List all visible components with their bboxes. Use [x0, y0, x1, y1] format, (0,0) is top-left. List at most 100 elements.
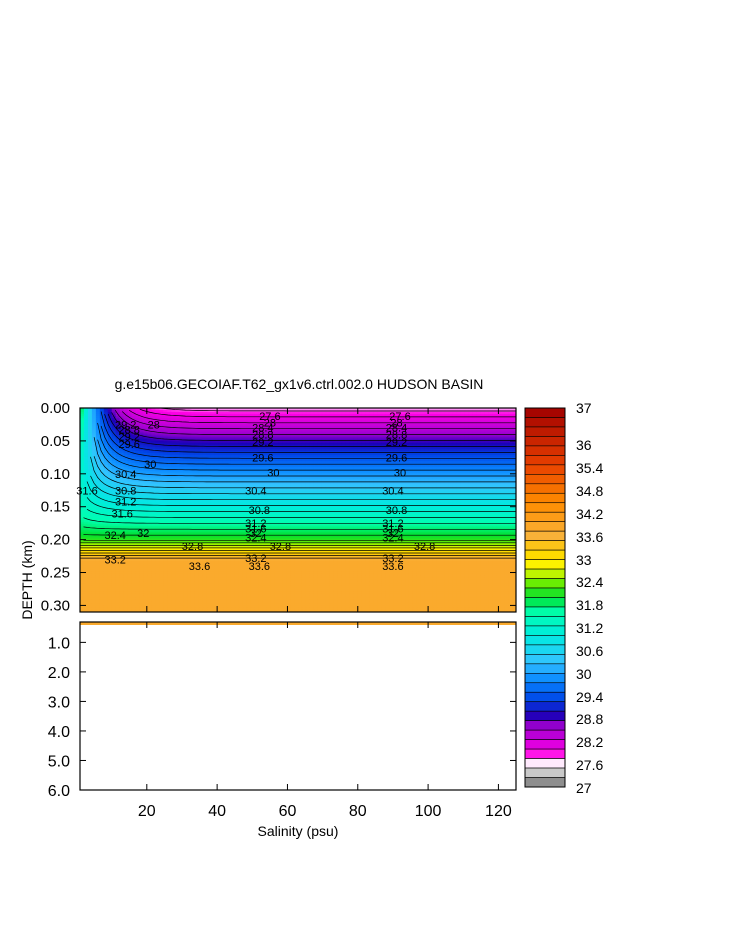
salinity-cell	[357, 459, 363, 462]
salinity-cell	[83, 463, 89, 466]
salinity-cell	[464, 454, 470, 458]
salinity-cell	[194, 454, 200, 458]
salinity-cell	[361, 481, 366, 485]
salinity-cell	[135, 473, 141, 476]
salinity-cell	[266, 410, 271, 413]
salinity-cell	[337, 408, 343, 411]
salinity-cell	[349, 461, 355, 464]
salinity-cell	[171, 416, 176, 419]
salinity-cell	[159, 414, 164, 417]
salinity-cell	[341, 471, 347, 474]
salinity-cell	[377, 469, 382, 472]
salinity-cell	[349, 459, 355, 462]
salinity-cell	[103, 497, 109, 501]
salinity-cell	[119, 436, 125, 440]
salinity-cell	[464, 446, 470, 450]
salinity-cell	[420, 426, 426, 429]
salinity-cell	[373, 493, 378, 497]
salinity-cell	[274, 430, 279, 434]
salinity-cell	[298, 477, 303, 480]
salinity-cell	[317, 461, 323, 464]
salinity-cell	[480, 442, 485, 446]
salinity-cell	[234, 483, 240, 487]
salinity-cell	[262, 485, 267, 489]
salinity-cell	[432, 473, 438, 476]
salinity-cell	[480, 426, 485, 429]
salinity-cell	[274, 444, 279, 448]
salinity-cell	[361, 432, 366, 436]
salinity-cell	[222, 432, 228, 436]
salinity-cell	[139, 493, 145, 497]
salinity-cell	[298, 485, 303, 489]
salinity-cell	[147, 495, 152, 499]
salinity-cell	[484, 491, 489, 495]
salinity-cell	[202, 434, 208, 438]
salinity-cell	[99, 479, 105, 483]
salinity-cell	[119, 493, 125, 497]
salinity-cell	[345, 489, 351, 493]
salinity-cell	[87, 493, 93, 497]
salinity-cell	[317, 495, 323, 499]
salinity-cell	[238, 436, 244, 440]
salinity-cell	[266, 459, 271, 462]
salinity-cell	[369, 475, 374, 478]
salinity-cell	[464, 430, 470, 434]
salinity-cell	[436, 448, 442, 452]
salinity-cell	[99, 485, 105, 489]
salinity-cell	[175, 436, 180, 440]
salinity-cell	[377, 479, 382, 483]
salinity-cell	[484, 448, 489, 452]
salinity-cell	[198, 461, 204, 464]
salinity-cell	[512, 420, 516, 423]
salinity-cell	[198, 471, 204, 474]
salinity-cell	[226, 422, 232, 425]
salinity-cell	[321, 465, 327, 468]
salinity-cell	[218, 452, 224, 456]
salinity-cell	[206, 408, 212, 411]
salinity-cell	[496, 446, 501, 450]
salinity-cell	[341, 477, 347, 480]
salinity-cell	[246, 424, 252, 427]
salinity-cell	[401, 428, 406, 432]
salinity-cell	[408, 418, 414, 421]
salinity-cell	[290, 465, 295, 468]
salinity-cell	[163, 463, 168, 466]
salinity-cell	[230, 493, 236, 497]
salinity-cell	[349, 426, 355, 429]
salinity-cell	[492, 473, 497, 476]
salinity-cell	[254, 479, 259, 483]
salinity-cell	[210, 459, 216, 462]
salinity-cell	[333, 471, 339, 474]
salinity-cell	[175, 450, 180, 454]
salinity-cell	[147, 440, 152, 444]
salinity-cell	[222, 473, 228, 476]
salinity-cell	[198, 491, 204, 495]
salinity-cell	[266, 432, 271, 436]
salinity-cell	[333, 459, 339, 462]
salinity-cell	[87, 450, 93, 454]
salinity-cell	[139, 410, 145, 413]
salinity-cell	[91, 485, 97, 489]
salinity-cell	[290, 452, 295, 456]
salinity-cell	[325, 448, 331, 452]
salinity-cell	[401, 442, 406, 446]
salinity-cell	[218, 454, 224, 458]
salinity-cell	[428, 436, 434, 440]
salinity-cell	[159, 479, 164, 483]
salinity-cell	[163, 456, 168, 460]
salinity-cell	[179, 446, 184, 450]
salinity-cell	[222, 414, 228, 417]
salinity-cell	[440, 491, 446, 495]
salinity-cell	[353, 471, 359, 474]
salinity-cell	[159, 438, 164, 442]
salinity-cell	[254, 487, 259, 491]
salinity-cell	[401, 497, 406, 501]
salinity-cell	[401, 479, 406, 483]
salinity-cell	[139, 485, 145, 489]
salinity-cell	[476, 410, 481, 413]
salinity-cell	[488, 479, 493, 483]
salinity-cell	[143, 461, 148, 464]
salinity-cell	[309, 489, 315, 493]
salinity-cell	[385, 454, 390, 458]
salinity-cell	[226, 410, 232, 413]
